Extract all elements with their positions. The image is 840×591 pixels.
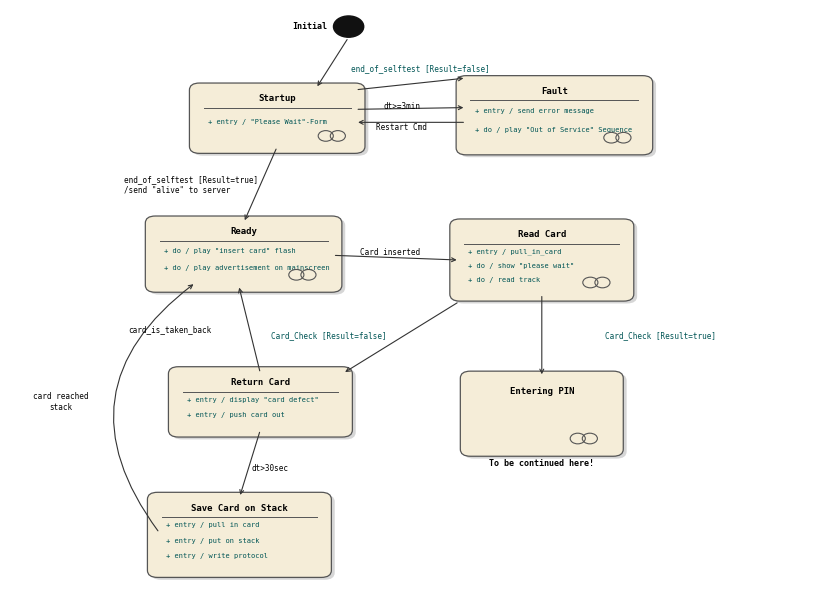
Text: + entry / push card out: + entry / push card out <box>186 413 285 418</box>
Text: + entry / pull_in_card: + entry / pull_in_card <box>469 248 562 255</box>
Text: Card_Check [Result=true]: Card_Check [Result=true] <box>605 331 716 340</box>
Text: + do / show "please wait": + do / show "please wait" <box>469 263 575 269</box>
Text: Fault: Fault <box>541 87 568 96</box>
Text: Restart Cmd: Restart Cmd <box>376 123 427 132</box>
FancyBboxPatch shape <box>456 76 653 155</box>
FancyBboxPatch shape <box>171 369 356 440</box>
Text: dt>30sec: dt>30sec <box>252 463 289 473</box>
Text: + entry / pull in card: + entry / pull in card <box>165 522 260 528</box>
Text: card_is_taken_back: card_is_taken_back <box>128 325 212 335</box>
Text: end_of_selftest [Result=true]
/send "alive" to server: end_of_selftest [Result=true] /send "ali… <box>124 175 259 194</box>
Text: Read Card: Read Card <box>517 230 566 239</box>
Text: Save Card on Stack: Save Card on Stack <box>191 504 288 513</box>
FancyBboxPatch shape <box>149 219 345 295</box>
Text: To be continued here!: To be continued here! <box>489 459 595 469</box>
Text: Initial: Initial <box>291 22 327 31</box>
FancyBboxPatch shape <box>192 85 368 156</box>
FancyBboxPatch shape <box>150 495 334 580</box>
Text: end_of_selftest [Result=false]: end_of_selftest [Result=false] <box>350 64 490 73</box>
Text: + entry / write protocol: + entry / write protocol <box>165 553 268 559</box>
Text: + entry / put on stack: + entry / put on stack <box>165 538 260 544</box>
Text: dt>=3min: dt>=3min <box>383 102 420 111</box>
Text: + do / play "Out of Service" Sequence: + do / play "Out of Service" Sequence <box>475 127 632 133</box>
Text: Startup: Startup <box>259 95 296 103</box>
FancyBboxPatch shape <box>147 492 331 577</box>
Text: card reached
stack: card reached stack <box>33 392 88 411</box>
FancyBboxPatch shape <box>190 83 365 153</box>
Text: + entry / "Please Wait"-Form: + entry / "Please Wait"-Form <box>208 119 327 125</box>
Text: Card inserted: Card inserted <box>360 248 420 257</box>
FancyBboxPatch shape <box>464 374 627 459</box>
Text: Ready: Ready <box>230 228 257 236</box>
Circle shape <box>333 16 364 37</box>
Text: + entry / display "card defect": + entry / display "card defect" <box>186 397 318 403</box>
FancyBboxPatch shape <box>459 78 656 157</box>
FancyBboxPatch shape <box>460 371 623 456</box>
Text: + do / play advertisement on mainscreen: + do / play advertisement on mainscreen <box>164 265 329 271</box>
FancyBboxPatch shape <box>450 219 633 301</box>
Text: Return Card: Return Card <box>231 378 290 387</box>
FancyBboxPatch shape <box>168 366 353 437</box>
FancyBboxPatch shape <box>145 216 342 293</box>
Text: + do / read track: + do / read track <box>469 277 541 284</box>
Text: + entry / send error message: + entry / send error message <box>475 108 594 114</box>
Text: Card_Check [Result=false]: Card_Check [Result=false] <box>271 331 387 340</box>
Text: + do / play "insert card" flash: + do / play "insert card" flash <box>164 248 296 254</box>
Text: Entering PIN: Entering PIN <box>510 387 574 396</box>
FancyBboxPatch shape <box>453 221 637 304</box>
